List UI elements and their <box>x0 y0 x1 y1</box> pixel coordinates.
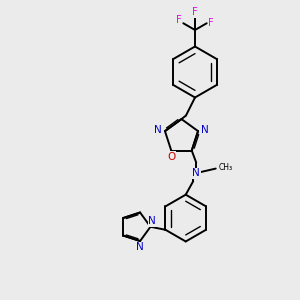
Text: N: N <box>201 124 208 135</box>
Text: N: N <box>192 168 200 178</box>
Text: CH₃: CH₃ <box>218 163 232 172</box>
Text: N: N <box>148 216 156 226</box>
Text: F: F <box>176 15 182 25</box>
Text: F: F <box>208 18 214 28</box>
Text: N: N <box>136 242 144 252</box>
Text: N: N <box>154 124 162 135</box>
Text: F: F <box>192 8 198 17</box>
Text: O: O <box>167 152 176 162</box>
